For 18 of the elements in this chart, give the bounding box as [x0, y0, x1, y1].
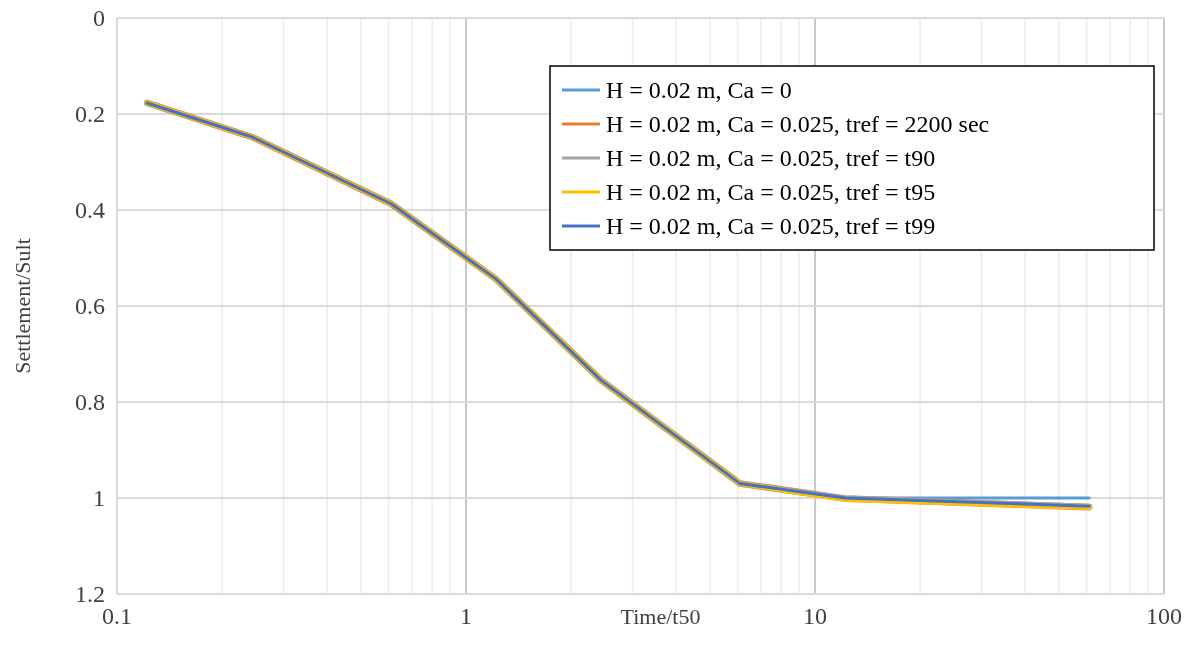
x-tick-label: 1 [460, 603, 472, 629]
legend-label: H = 0.02 m, Ca = 0.025, tref = t99 [606, 213, 936, 240]
y-tick-label: 0 [93, 5, 105, 32]
x-tick-label: 0.1 [102, 603, 132, 629]
y-tick-label: 0.8 [75, 389, 105, 416]
legend-label: H = 0.02 m, Ca = 0.025, tref = 2200 sec [606, 111, 990, 138]
y-tick-label: 0.6 [75, 293, 105, 320]
y-tick-label: 1 [93, 485, 105, 512]
y-tick-label: 0.2 [75, 101, 105, 128]
x-tick-label: 10 [803, 603, 827, 629]
y-axis-title: Settlement/Sult [10, 238, 35, 374]
y-tick-label: 1.2 [75, 581, 105, 608]
x-tick-label: 100 [1146, 603, 1182, 629]
legend-label: H = 0.02 m, Ca = 0 [606, 77, 792, 104]
legend-label: H = 0.02 m, Ca = 0.025, tref = t90 [606, 145, 936, 172]
x-axis-title: Time/t50 [620, 604, 701, 629]
legend-label: H = 0.02 m, Ca = 0.025, tref = t95 [606, 179, 936, 206]
y-tick-label: 0.4 [75, 197, 105, 224]
